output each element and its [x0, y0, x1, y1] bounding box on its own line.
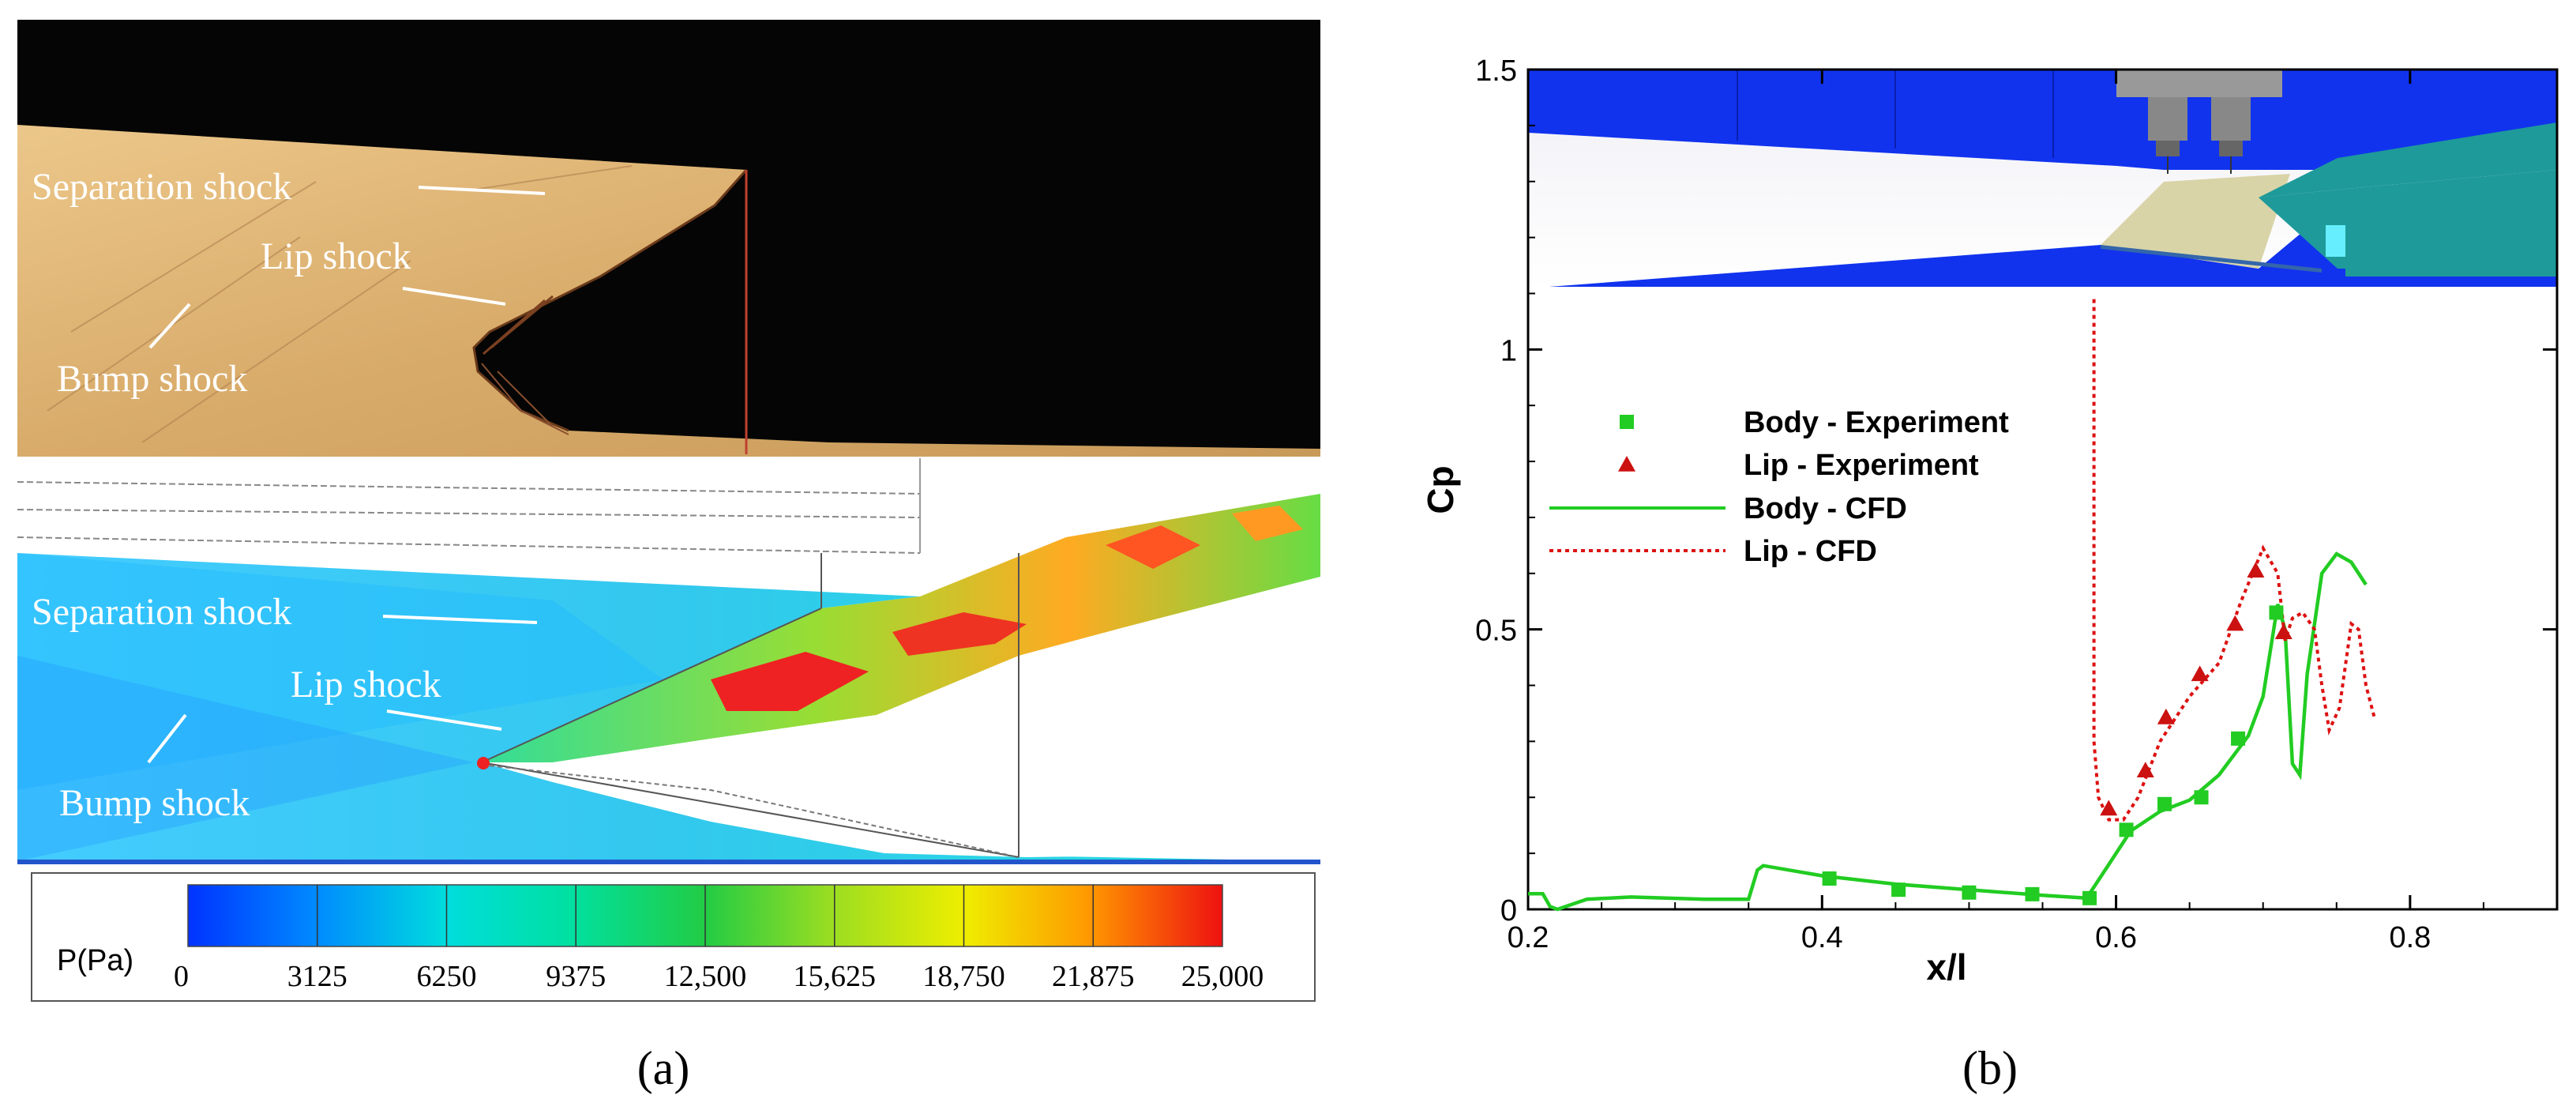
lip-experiment-point: [2274, 623, 2292, 640]
x-tick-label: 0.6: [2095, 921, 2137, 954]
panel-b-label: (b): [1962, 1042, 2018, 1094]
legend-label-lip-cfd: Lip - CFD: [1744, 535, 1877, 568]
schlieren-bump-shock-label: Bump shock: [57, 358, 247, 400]
schlieren-separation-shock-label: Separation shock: [32, 166, 291, 208]
body-experiment-point: [2269, 605, 2284, 620]
schlieren-lip-shock-label: Lip shock: [261, 235, 411, 277]
body-experiment-point: [2119, 822, 2134, 837]
legend-label-body-cfd: Body - CFD: [1744, 492, 1907, 525]
cfd-separation-shock-label: Separation shock: [32, 591, 291, 633]
colorbar-title: P(Pa): [57, 944, 133, 977]
cfd-bump-shock-label: Bump shock: [59, 782, 250, 824]
colorbar-tick-label: 21,875: [1052, 960, 1135, 993]
cfd-lip-shock-label: Lip shock: [291, 664, 441, 706]
legend-label-lip-experiment: Lip - Experiment: [1744, 449, 1979, 482]
x-tick-label: 0.2: [1508, 921, 1549, 954]
lip-experiment-point: [2191, 665, 2209, 682]
panel-a-label: (a): [637, 1042, 690, 1094]
legend-swatch-body-experiment: [1620, 415, 1634, 429]
colorbar-tick-label: 6250: [417, 960, 477, 993]
colorbar-tick-label: 0: [174, 960, 189, 993]
body-experiment-point: [1891, 882, 1906, 897]
x-axis-label: x/l: [1926, 946, 1966, 988]
y-axis-label: Cp: [1420, 465, 1461, 514]
body-experiment-point: [1962, 885, 1977, 900]
body-experiment-point: [1822, 871, 1837, 886]
lip-experiment-point: [2100, 800, 2118, 816]
colorbar-tick-label: 12,500: [664, 960, 747, 993]
lip-experiment-point: [2247, 562, 2265, 578]
y-tick-label: 0.5: [1475, 615, 1517, 648]
colorbar-tick-label: 18,750: [922, 960, 1005, 993]
body-cfd-line: [1528, 551, 2368, 912]
body-experiment-point: [2157, 796, 2172, 811]
schlieren-image: Separation shock Lip shock Bump shock: [17, 20, 1320, 457]
lip-experiment-point: [2226, 615, 2244, 631]
pressure-colorbar: P(Pa) 0 3125 6250 9375 12,500 15,625 18,750 21,…: [31, 872, 1316, 1002]
lip-cfd-line: [2092, 299, 2377, 822]
cfd-contour-image: Separation shock Lip shock Bump shock: [17, 458, 1320, 864]
legend-label-body-experiment: Body - Experiment: [1744, 406, 2009, 439]
colorbar-tick-label: 15,625: [794, 960, 877, 993]
body-experiment-point: [2025, 886, 2040, 901]
legend: Body - Experiment Lip - Experiment Body - …: [1549, 406, 2009, 568]
lip-experiment-point: [2136, 762, 2154, 778]
colorbar-tick-label: 9375: [546, 960, 606, 993]
body-experiment-point: [2194, 790, 2209, 805]
lip-experiment-point: [2157, 708, 2175, 724]
legend-swatch-lip-experiment: [1618, 456, 1635, 472]
x-tick-label: 0.4: [1801, 921, 1843, 954]
body-experiment-point: [2082, 890, 2097, 905]
y-tick-label: 0: [1500, 894, 1517, 928]
y-tick-label: 1: [1500, 334, 1517, 367]
body-experiment-point: [2231, 731, 2246, 746]
colorbar-tick-label: 25,000: [1181, 960, 1264, 993]
x-tick-label: 0.8: [2389, 921, 2431, 954]
colorbar-tick-label: 3125: [287, 960, 347, 993]
y-tick-label: 1.5: [1475, 55, 1517, 88]
cp-chart: 0.2 0.4 0.6 0.8 0 0.5 1 1.5 x/l Cp Body - Exper…: [1420, 55, 2559, 988]
inlet-geometry-inset: [1528, 70, 2557, 288]
